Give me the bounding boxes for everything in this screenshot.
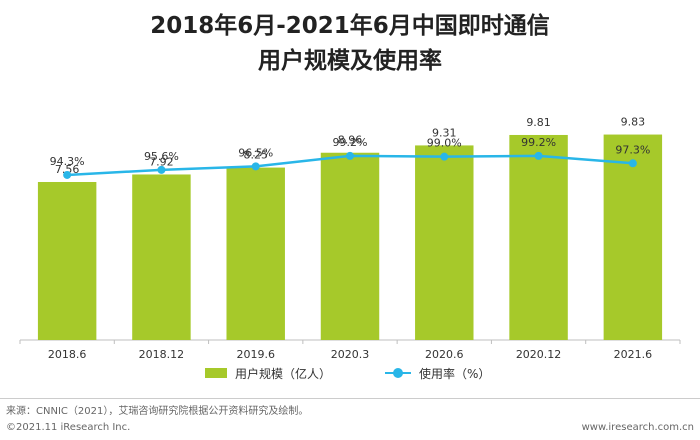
legend-label-users: 用户规模（亿人）: [235, 366, 332, 381]
copyright: ©2021.11 iResearch Inc.: [6, 422, 131, 433]
usage-rate-label: 99.2%: [521, 136, 556, 149]
usage-rate-point: [251, 162, 260, 171]
bar-2018.12: [132, 174, 191, 340]
bar-2020.12: [509, 134, 568, 340]
chart-title: 2018年6月-2021年6月中国即时通信: [150, 13, 550, 39]
x-tick-label: 2018.6: [48, 348, 87, 361]
bar-2020.3: [320, 152, 380, 340]
usage-rate-point: [157, 165, 166, 174]
bar-2021.6: [603, 134, 663, 340]
legend-line-swatch: [385, 368, 411, 378]
x-tick-label: 2020.6: [425, 348, 464, 361]
chart-subtitle: 用户规模及使用率: [258, 48, 442, 74]
website: www.iresearch.com.cn: [581, 422, 694, 433]
bar-value-label: 9.31: [432, 126, 457, 139]
usage-rate-point: [440, 152, 449, 161]
legend-item-users: 用户规模（亿人）: [205, 364, 331, 382]
bar-value-label: 7.56: [55, 163, 80, 176]
x-tick-label: 2020.3: [331, 348, 370, 361]
usage-rate-label: 96.5%: [238, 146, 273, 159]
bar-2020.6: [415, 145, 474, 340]
usage-rate-label: 99.0%: [427, 137, 462, 150]
usage-rate-label: 99.2%: [333, 136, 368, 149]
x-tick-label: 2020.12: [516, 348, 562, 361]
footer-divider: [0, 398, 700, 399]
bar-value-label: 8.25: [243, 149, 268, 162]
usage-rate-point: [63, 170, 72, 179]
usage-rate-point: [534, 151, 543, 160]
usage-rate-point: [346, 151, 354, 160]
bar-2019.6: [226, 167, 285, 340]
bar-value-label: 9.81: [526, 116, 551, 129]
source-note: 来源：CNNIC（2021），艾瑞咨询研究院根据公开资料研究及绘制。: [6, 406, 309, 417]
bar-value-label: 9.83: [621, 116, 646, 129]
x-tick-label: 2018.12: [139, 348, 185, 361]
usage-rate-point: [628, 159, 637, 168]
legend-item-usage-rate: 使用率（%）: [385, 364, 490, 382]
bar-value-label: 7.92: [149, 155, 174, 168]
x-tick-label: 2019.6: [236, 348, 275, 361]
legend-label-usage-rate: 使用率（%）: [419, 366, 491, 381]
bar-value-label: 8.96: [338, 134, 363, 147]
usage-rate-label: 97.3%: [615, 143, 650, 156]
legend-bar-swatch: [205, 368, 227, 378]
usage-rate-label: 95.6%: [144, 150, 179, 163]
bar-2018.6: [37, 181, 97, 340]
x-tick-label: 2021.6: [614, 348, 653, 361]
usage-rate-label: 94.3%: [50, 155, 85, 168]
chart-area: 7.56 2018.6 7.92 2018.12 8.25 2019.6 8.96 2020.…: [19, 116, 681, 361]
